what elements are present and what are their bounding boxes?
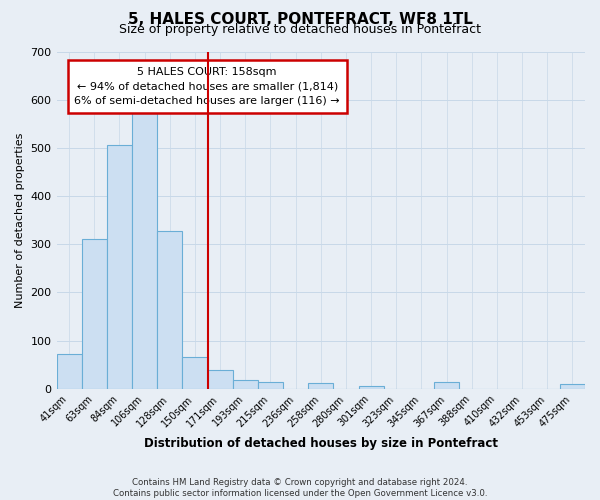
Bar xyxy=(157,232,182,389)
Bar xyxy=(233,380,258,389)
Bar xyxy=(182,356,208,389)
Bar xyxy=(82,239,107,389)
Text: 5, HALES COURT, PONTEFRACT, WF8 1TL: 5, HALES COURT, PONTEFRACT, WF8 1TL xyxy=(128,12,472,28)
Text: 5 HALES COURT: 158sqm
← 94% of detached houses are smaller (1,814)
6% of semi-de: 5 HALES COURT: 158sqm ← 94% of detached … xyxy=(74,66,340,106)
Bar xyxy=(560,384,585,389)
Bar xyxy=(359,386,383,389)
Bar xyxy=(308,383,334,389)
Bar xyxy=(208,370,233,389)
Bar xyxy=(107,146,132,389)
Text: Size of property relative to detached houses in Pontefract: Size of property relative to detached ho… xyxy=(119,22,481,36)
X-axis label: Distribution of detached houses by size in Pontefract: Distribution of detached houses by size … xyxy=(144,437,498,450)
Bar xyxy=(132,112,157,389)
Y-axis label: Number of detached properties: Number of detached properties xyxy=(15,132,25,308)
Text: Contains HM Land Registry data © Crown copyright and database right 2024.
Contai: Contains HM Land Registry data © Crown c… xyxy=(113,478,487,498)
Bar xyxy=(434,382,459,389)
Bar xyxy=(56,354,82,389)
Bar xyxy=(258,382,283,389)
